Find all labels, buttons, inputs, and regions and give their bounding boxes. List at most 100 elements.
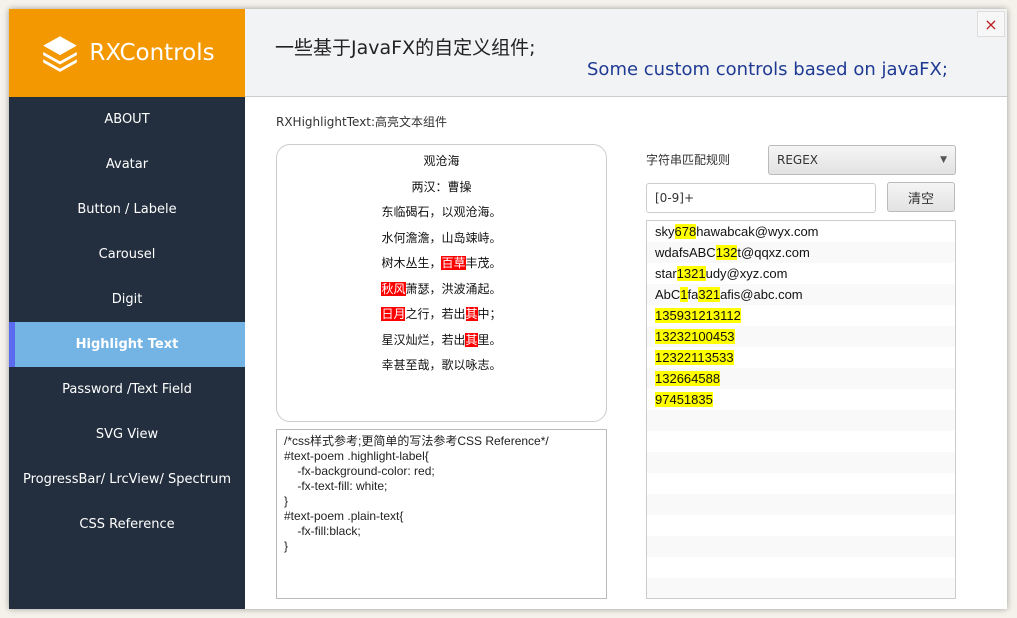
- sidebar-item[interactable]: ABOUT: [9, 97, 245, 142]
- text-segment: 观沧海: [423, 154, 460, 168]
- text-segment: t@qqxz.com: [737, 245, 810, 260]
- list-item[interactable]: 132664588: [647, 368, 955, 389]
- poem-line: 幸甚至哉，歌以咏志。: [277, 357, 606, 383]
- text-segment: 之行，若出: [405, 307, 466, 321]
- logo-text: RXControls: [89, 40, 215, 66]
- highlight-segment: 321: [698, 287, 721, 302]
- empty-row: [647, 410, 955, 431]
- text-segment: 树木丛生，: [381, 256, 442, 270]
- list-item[interactable]: 135931213112: [647, 305, 955, 326]
- list-item[interactable]: star1321udy@xyz.com: [647, 263, 955, 284]
- match-rule-label: 字符串匹配规则: [646, 153, 731, 167]
- highlight-segment: 132664588: [655, 371, 721, 386]
- match-rule-select[interactable]: REGEX ▼: [768, 145, 956, 175]
- highlight-segment: 1321: [676, 266, 706, 281]
- text-segment: fa: [687, 287, 699, 302]
- sidebar-item[interactable]: Password /Text Field: [9, 367, 245, 412]
- text-segment: 里。: [477, 332, 502, 347]
- section-title: RXHighlightText:高亮文本组件: [276, 115, 448, 129]
- sidebar-item-label: SVG View: [95, 427, 159, 442]
- sidebar-item-label: CSS Reference: [79, 517, 175, 532]
- sidebar-item-label: Carousel: [98, 247, 156, 262]
- sidebar-item-label: Digit: [111, 292, 143, 307]
- poem-line: 星汉灿烂，若出其里。: [277, 332, 606, 358]
- empty-row: [647, 473, 955, 494]
- sidebar-item[interactable]: Button / Labele: [9, 187, 245, 232]
- empty-row: [647, 494, 955, 515]
- sidebar-item-label: ABOUT: [104, 112, 150, 127]
- sidebar-item[interactable]: Digit: [9, 277, 245, 322]
- poem-line: 东临碣石，以观沧海。: [277, 204, 606, 230]
- poem-line: 观沧海: [277, 153, 606, 179]
- text-segment: star: [655, 266, 677, 281]
- text-segment: 东临碣石，以观沧海。: [381, 205, 502, 219]
- text-segment: sky: [655, 224, 675, 239]
- empty-row: [647, 557, 955, 578]
- text-segment: wdafsABC: [655, 245, 716, 260]
- caret-down-icon: ▼: [940, 155, 947, 165]
- poem-line: 日月之行，若出其中；: [277, 306, 606, 332]
- sidebar-item-label: Password /Text Field: [62, 382, 192, 397]
- empty-row: [647, 452, 955, 473]
- pattern-input[interactable]: [0-9]+: [646, 183, 876, 213]
- empty-row: [647, 515, 955, 536]
- highlight-segment: 其: [465, 307, 478, 321]
- header-subtitle: Some custom controls based on javaFX;: [587, 59, 948, 80]
- list-item[interactable]: wdafsABC132t@qqxz.com: [647, 242, 955, 263]
- text-segment: AbC: [655, 287, 681, 302]
- highlight-segment: 1: [680, 287, 688, 302]
- sidebar-item[interactable]: Avatar: [9, 142, 245, 187]
- text-segment: udy@xyz.com: [705, 266, 788, 281]
- layers-icon: [43, 36, 78, 72]
- sidebar-item[interactable]: CSS Reference: [9, 502, 245, 547]
- poem-line: 水何澹澹，山岛竦峙。: [277, 230, 606, 256]
- highlight-segment: 百草: [441, 256, 466, 270]
- text-segment: 丰茂。: [465, 256, 502, 270]
- sidebar-item[interactable]: ProgressBar/ LrcView/ Spectrum: [9, 457, 245, 502]
- close-button[interactable]: ×: [977, 11, 1005, 37]
- sidebar-item-label: Avatar: [105, 157, 149, 172]
- sidebar: ABOUT Avatar Button / Labele Carousel Digit H…: [9, 97, 245, 609]
- pattern-value: [0-9]+: [655, 191, 695, 205]
- list-item[interactable]: AbC1fa321afis@abc.com: [647, 284, 955, 305]
- match-list[interactable]: sky678hawabcak@wyx.com wdafsABC132t@qqxz.…: [646, 220, 956, 599]
- sidebar-item[interactable]: Carousel: [9, 232, 245, 277]
- text-segment: afis@abc.com: [720, 287, 803, 302]
- sidebar-item[interactable]: Highlight Text: [9, 322, 245, 367]
- text-segment: 两汉：曹操: [411, 179, 472, 194]
- close-icon: ×: [984, 14, 998, 34]
- clear-button[interactable]: 清空: [887, 182, 955, 212]
- highlight-segment: 678: [674, 224, 697, 239]
- highlight-segment: 其: [465, 332, 478, 347]
- list-item[interactable]: 12322113533: [647, 347, 955, 368]
- sidebar-item-label: Button / Labele: [77, 202, 177, 217]
- empty-row: [647, 536, 955, 557]
- highlight-segment: 132: [715, 245, 738, 260]
- text-segment: 萧瑟，洪波涌起。: [405, 281, 502, 296]
- match-rule-value: REGEX: [777, 153, 819, 167]
- highlight-segment: 秋风: [381, 281, 406, 296]
- empty-row: [647, 578, 955, 598]
- empty-row: [647, 431, 955, 452]
- text-segment: 幸甚至哉，歌以咏志。: [381, 358, 502, 372]
- list-item[interactable]: sky678hawabcak@wyx.com: [647, 221, 955, 242]
- header-title: 一些基于JavaFX的自定义组件;: [275, 37, 536, 59]
- sidebar-item-label: Highlight Text: [75, 337, 179, 352]
- sidebar-item-label: ProgressBar/ LrcView/ Spectrum: [22, 472, 232, 487]
- text-segment: 水何澹澹，山岛竦峙。: [381, 230, 502, 245]
- logo: RXControls: [9, 9, 245, 97]
- header: 一些基于JavaFX的自定义组件; Some custom controls b…: [245, 9, 1007, 97]
- highlight-segment: 13232100453: [655, 329, 735, 344]
- text-segment: hawabcak@wyx.com: [696, 224, 819, 239]
- poem-line: 树木丛生，百草丰茂。: [277, 255, 606, 281]
- list-item[interactable]: 13232100453: [647, 326, 955, 347]
- highlight-segment: 12322113533: [655, 350, 734, 365]
- text-segment: 中；: [477, 307, 502, 321]
- sidebar-item[interactable]: SVG View: [9, 412, 245, 457]
- list-item[interactable]: 97451835: [647, 389, 955, 410]
- css-reference-textarea[interactable]: /*css样式参考;更简单的写法参考CSS Reference*/ #text-…: [276, 429, 607, 599]
- highlight-segment: 日月: [381, 307, 406, 321]
- poem-line: 两汉：曹操: [277, 179, 606, 205]
- highlight-text-poem: 观沧海 两汉：曹操 东临碣石，以观沧海。 水何澹澹，山岛竦峙。 树木丛生，百草丰茂。 秋风…: [276, 144, 607, 422]
- highlight-segment: 135931213112: [655, 308, 741, 323]
